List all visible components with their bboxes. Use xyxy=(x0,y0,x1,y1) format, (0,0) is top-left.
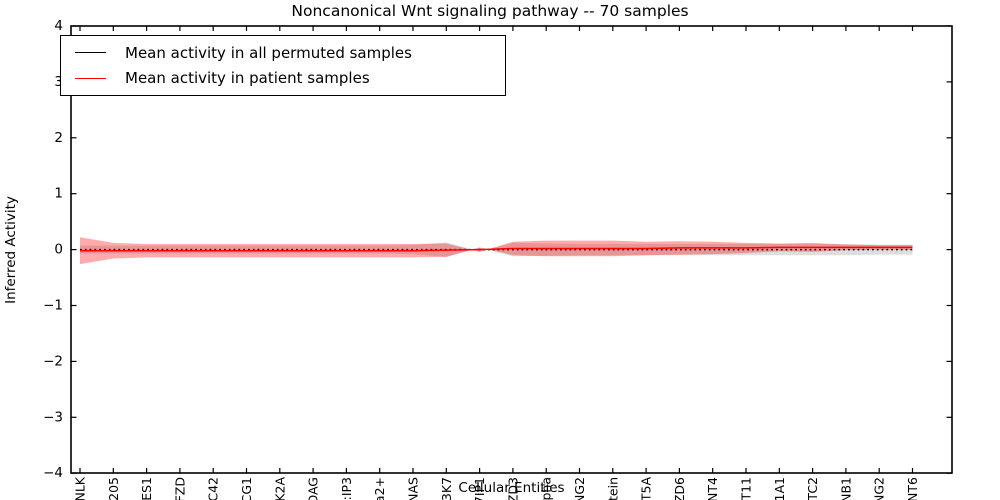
y-tick-label: 4 xyxy=(54,18,63,34)
patient-mean-line xyxy=(80,246,913,252)
y-axis-label: Inferred Activity xyxy=(3,195,20,304)
y-tick-label: 3 xyxy=(54,74,63,90)
x-tick-label: NFAT1/CK1 alpha xyxy=(539,477,554,500)
x-tick-label: mol:Ca2+ xyxy=(372,477,387,500)
legend-item-patient: Mean activity in patient samples xyxy=(75,70,505,87)
x-tick-label: CDC42 xyxy=(206,477,221,500)
x-tick-label: NFATC2 xyxy=(805,477,820,500)
legend-label: Mean activity in all permuted samples xyxy=(125,43,412,62)
y-tick-label: −4 xyxy=(43,465,63,481)
legend: Mean activity in all permuted samples Me… xyxy=(60,35,506,96)
x-tick-label: YES1 xyxy=(139,477,154,500)
patient-samples-spread-band xyxy=(80,237,913,265)
x-tick-label: WNT5A xyxy=(639,477,654,500)
x-axis-label: Cellular Entities xyxy=(458,480,565,496)
x-tick-label: WNT6 xyxy=(905,477,920,500)
x-tick-label: GNAS xyxy=(406,477,421,500)
x-tick-label: G protein xyxy=(605,477,620,500)
y-tick-label: 0 xyxy=(54,242,63,258)
x-tick-label: GNG2 xyxy=(872,477,887,500)
x-tick-label: NLK xyxy=(73,476,88,500)
x-tick-label: GNB1 xyxy=(838,477,853,500)
y-tick-label: −1 xyxy=(43,298,63,314)
x-tick-label: MAP3K7IP1 xyxy=(472,477,487,500)
x-tick-label: FZD6 xyxy=(672,477,687,500)
x-tick-label: GNB1/GNG2 xyxy=(572,477,587,500)
y-tick-label: 1 xyxy=(54,186,63,202)
x-tick-label: WNT11 xyxy=(739,477,754,500)
y-tick-label: −2 xyxy=(43,353,63,369)
x-tick-label: mol:IP3 xyxy=(339,477,354,500)
legend-item-permuted: Mean activity in all permuted samples xyxy=(75,45,505,62)
x-tick-label: GO:0007205 xyxy=(106,477,121,500)
x-tick-label: mol:DAG xyxy=(306,477,321,500)
x-tick-label: WNT4 xyxy=(705,477,720,500)
x-tick-label: CSNK1A1 xyxy=(772,477,787,500)
x-tick-label: MAP3K7 xyxy=(439,477,454,500)
x-tick-label: CAMK2A xyxy=(272,477,287,500)
permuted-line-swatch xyxy=(75,52,106,54)
patient-line-swatch xyxy=(75,77,106,79)
y-tick-label: −3 xyxy=(43,409,63,425)
legend-label: Mean activity in patient samples xyxy=(125,68,370,87)
x-tick-label: FZD3 xyxy=(505,477,520,500)
chart-title: Noncanonical Wnt signaling pathway -- 70… xyxy=(291,2,689,20)
x-tick-label: PLCG1 xyxy=(239,477,254,500)
y-tick-label: 2 xyxy=(54,130,63,146)
y-axis-label-wrap: Inferred Activity xyxy=(0,26,22,473)
